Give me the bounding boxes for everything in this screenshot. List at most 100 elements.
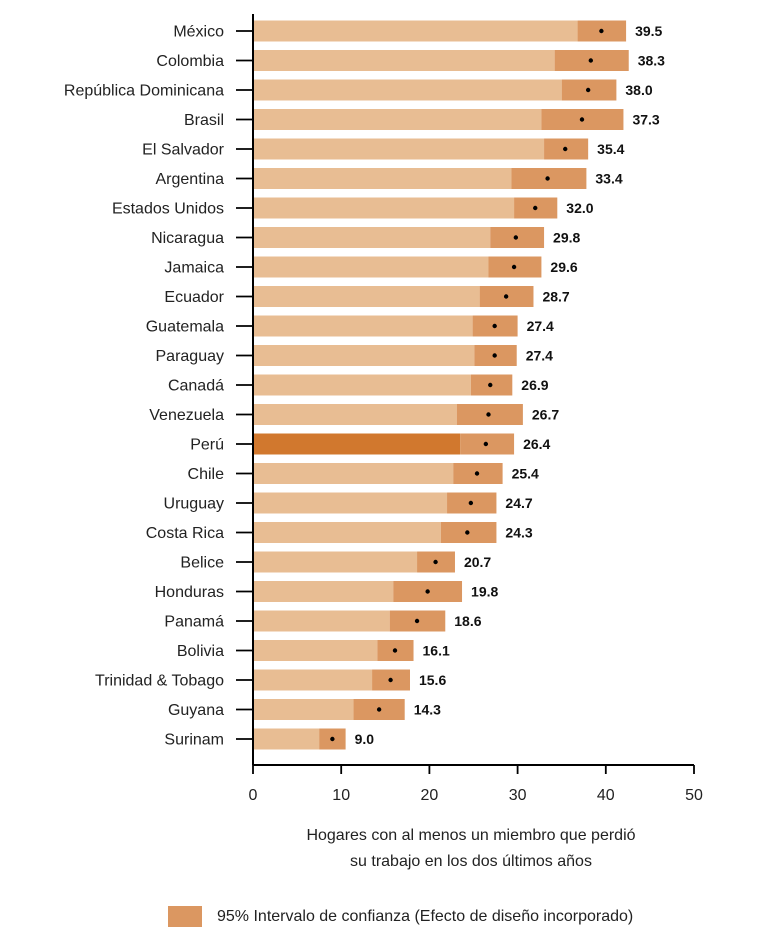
category-label-6: Estados Unidos <box>112 201 224 218</box>
point-estimate-13 <box>486 412 491 417</box>
category-label-1: Colombia <box>156 53 224 70</box>
point-estimate-22 <box>388 677 393 683</box>
bar-10 <box>253 315 473 337</box>
value-label-20: 18.6 <box>454 613 481 629</box>
x-tick-label-3: 30 <box>509 787 527 804</box>
bar-14 <box>253 433 461 455</box>
category-label-8: Jamaica <box>164 260 224 277</box>
bar-7 <box>253 227 491 248</box>
value-label-3: 37.3 <box>632 112 659 128</box>
x-tick-label-5: 50 <box>685 787 703 804</box>
point-estimate-12 <box>488 382 493 388</box>
value-label-19: 19.8 <box>471 584 498 600</box>
value-label-2: 38.0 <box>625 82 652 98</box>
category-label-18: Belice <box>180 555 224 572</box>
category-label-21: Bolivia <box>177 643 224 660</box>
bar-2 <box>253 79 562 101</box>
point-estimate-9 <box>503 294 509 299</box>
category-label-5: Argentina <box>156 171 225 188</box>
point-estimate-0 <box>599 28 604 34</box>
bars-layer <box>253 20 629 750</box>
value-label-4: 35.4 <box>597 141 624 157</box>
category-label-2: República Dominicana <box>64 83 224 100</box>
point-estimate-23 <box>376 707 382 712</box>
value-label-22: 15.6 <box>419 672 446 688</box>
point-estimate-3 <box>579 117 585 122</box>
x-tick-label-0: 0 <box>249 787 258 804</box>
category-label-10: Guatemala <box>146 319 224 336</box>
value-label-1: 38.3 <box>638 53 665 69</box>
value-label-11: 27.4 <box>526 348 553 364</box>
labels-layer: México 39.5 Colombia 38.3 República Dominica… <box>64 23 665 749</box>
point-estimate-14 <box>483 441 489 447</box>
value-label-13: 26.7 <box>532 407 559 423</box>
category-label-4: El Salvador <box>142 142 224 159</box>
bar-17 <box>253 522 441 543</box>
bar-4 <box>253 138 545 160</box>
category-label-12: Canadá <box>168 378 224 395</box>
bar-20 <box>253 610 390 632</box>
x-axis-title-line-1: Hogares con al menos un miembro que perd… <box>306 827 635 844</box>
bar-8 <box>253 256 489 278</box>
category-label-20: Panamá <box>164 614 224 631</box>
category-label-7: Nicaragua <box>151 230 224 247</box>
point-estimate-2 <box>585 87 591 93</box>
category-label-9: Ecuador <box>164 289 224 306</box>
point-estimate-19 <box>425 589 430 594</box>
category-label-17: Costa Rica <box>146 525 224 542</box>
bar-0 <box>253 20 578 42</box>
category-label-23: Guyana <box>168 702 224 719</box>
value-label-6: 32.0 <box>566 200 593 216</box>
value-label-9: 28.7 <box>542 289 569 305</box>
bar-15 <box>253 463 454 484</box>
bar-18 <box>253 551 418 573</box>
bar-1 <box>253 50 555 71</box>
category-label-19: Honduras <box>155 584 224 601</box>
point-estimate-17 <box>465 530 470 535</box>
point-estimate-18 <box>433 559 438 565</box>
value-label-14: 26.4 <box>523 436 550 452</box>
point-estimate-20 <box>414 618 420 624</box>
category-label-24: Surinam <box>164 732 224 749</box>
value-label-15: 25.4 <box>512 466 539 482</box>
value-label-21: 16.1 <box>423 643 450 659</box>
category-label-14: Perú <box>190 437 224 454</box>
category-label-11: Paraguay <box>156 348 225 365</box>
value-label-18: 20.7 <box>464 554 491 570</box>
x-tick-label-2: 20 <box>421 787 439 804</box>
value-label-7: 29.8 <box>553 230 580 246</box>
point-estimate-15 <box>474 471 480 476</box>
axis-layer: 0 10 20 30 40 50 <box>236 14 703 804</box>
x-tick-label-4: 40 <box>597 787 615 804</box>
value-label-17: 24.3 <box>505 525 532 541</box>
legend-label: 95% Intervalo de confianza (Efecto de di… <box>217 908 633 925</box>
value-label-23: 14.3 <box>414 702 441 718</box>
point-estimate-6 <box>533 205 538 211</box>
bar-16 <box>253 492 448 514</box>
value-label-8: 29.6 <box>550 259 577 275</box>
bar-12 <box>253 374 471 396</box>
bar-13 <box>253 404 457 425</box>
legend-swatch <box>168 906 202 927</box>
bar-6 <box>253 197 515 219</box>
category-label-3: Brasil <box>184 112 224 129</box>
point-estimate-16 <box>468 500 474 506</box>
category-label-13: Venezuela <box>149 407 224 424</box>
point-estimate-7 <box>513 235 519 240</box>
value-label-16: 24.7 <box>505 495 532 511</box>
category-label-16: Uruguay <box>164 496 224 513</box>
bar-24 <box>253 728 320 750</box>
point-estimate-10 <box>492 323 497 329</box>
point-estimate-21 <box>392 648 398 653</box>
bar-19 <box>253 581 394 602</box>
bar-11 <box>253 345 475 366</box>
bar-9 <box>253 286 480 307</box>
bar-22 <box>253 669 373 691</box>
point-estimate-1 <box>588 58 594 63</box>
point-estimate-4 <box>563 146 568 152</box>
bar-21 <box>253 640 378 661</box>
category-label-0: México <box>173 24 224 41</box>
x-tick-label-1: 10 <box>332 787 350 804</box>
